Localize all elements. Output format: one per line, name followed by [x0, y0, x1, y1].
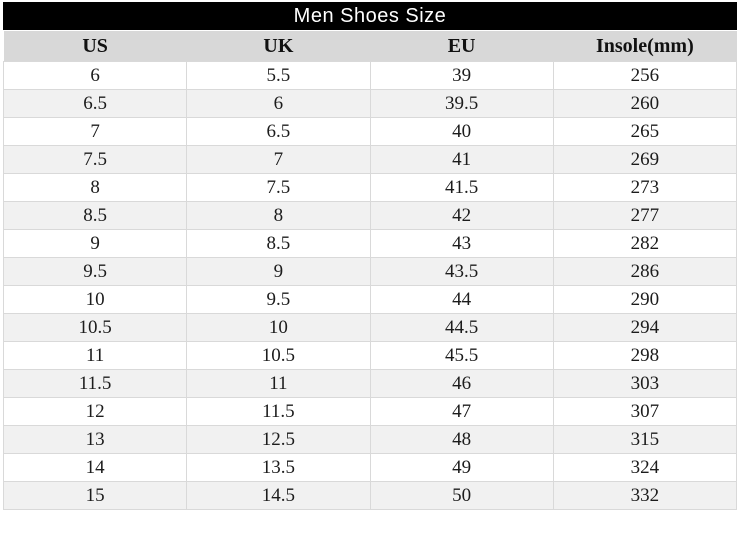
cell-uk: 6.5 — [186, 117, 371, 146]
column-header-eu: EU — [370, 31, 554, 62]
cell-uk: 7.5 — [186, 173, 371, 202]
cell-uk: 11.5 — [186, 397, 371, 426]
cell-uk: 9 — [186, 257, 371, 286]
cell-us: 9 — [2, 229, 188, 258]
cell-us: 8.5 — [2, 201, 188, 230]
cell-uk: 13.5 — [186, 453, 371, 482]
cell-us: 15 — [2, 481, 188, 510]
cell-us: 9.5 — [2, 257, 188, 286]
column-header-insole: Insole(mm) — [553, 31, 737, 62]
cell-insole: 277 — [552, 201, 738, 230]
table-row: 9 8.5 43 282 — [2, 229, 738, 258]
cell-eu: 49 — [369, 453, 554, 482]
cell-insole: 324 — [552, 453, 738, 482]
size-chart: Men Shoes Size US UK EU Insole(mm) 6 5.5 3… — [2, 2, 738, 510]
column-header-us: US — [3, 31, 187, 62]
cell-insole: 260 — [552, 89, 738, 118]
cell-insole: 269 — [552, 145, 738, 174]
cell-eu: 39 — [369, 61, 554, 90]
header-row: US UK EU Insole(mm) — [3, 31, 737, 62]
cell-uk: 7 — [186, 145, 371, 174]
cell-us: 7.5 — [2, 145, 188, 174]
cell-uk: 12.5 — [186, 425, 371, 454]
table-row: 10.5 10 44.5 294 — [2, 313, 738, 342]
cell-us: 10.5 — [2, 313, 188, 342]
cell-eu: 42 — [369, 201, 554, 230]
cell-eu: 43 — [369, 229, 554, 258]
cell-us: 11.5 — [2, 369, 188, 398]
cell-insole: 290 — [552, 285, 738, 314]
cell-us: 8 — [2, 173, 188, 202]
cell-insole: 294 — [552, 313, 738, 342]
cell-eu: 44.5 — [369, 313, 554, 342]
size-table-head: US UK EU Insole(mm) — [3, 31, 737, 62]
table-row: 14 13.5 49 324 — [2, 453, 738, 482]
cell-eu: 50 — [369, 481, 554, 510]
cell-us: 6.5 — [2, 89, 188, 118]
cell-us: 10 — [2, 285, 188, 314]
cell-insole: 315 — [552, 425, 738, 454]
cell-eu: 44 — [369, 285, 554, 314]
table-row: 13 12.5 48 315 — [2, 425, 738, 454]
size-table: US UK EU Insole(mm) 6 5.5 39 256 6.5 6 39.5 260… — [2, 31, 738, 510]
table-row: 6.5 6 39.5 260 — [2, 89, 738, 118]
table-row: 9.5 9 43.5 286 — [2, 257, 738, 286]
cell-eu: 47 — [369, 397, 554, 426]
table-row: 12 11.5 47 307 — [2, 397, 738, 426]
table-row: 8 7.5 41.5 273 — [2, 173, 738, 202]
cell-us: 14 — [2, 453, 188, 482]
cell-eu: 41.5 — [369, 173, 554, 202]
cell-us: 13 — [2, 425, 188, 454]
table-row: 11 10.5 45.5 298 — [2, 341, 738, 370]
cell-eu: 40 — [369, 117, 554, 146]
table-row: 15 14.5 50 332 — [2, 481, 738, 510]
column-header-uk: UK — [186, 31, 370, 62]
cell-uk: 14.5 — [186, 481, 371, 510]
table-row: 7.5 7 41 269 — [2, 145, 738, 174]
cell-us: 7 — [2, 117, 188, 146]
cell-insole: 332 — [552, 481, 738, 510]
cell-uk: 5.5 — [186, 61, 371, 90]
cell-eu: 45.5 — [369, 341, 554, 370]
cell-uk: 9.5 — [186, 285, 371, 314]
table-row: 7 6.5 40 265 — [2, 117, 738, 146]
cell-eu: 39.5 — [369, 89, 554, 118]
cell-eu: 46 — [369, 369, 554, 398]
cell-us: 12 — [2, 397, 188, 426]
cell-insole: 282 — [552, 229, 738, 258]
cell-uk: 8.5 — [186, 229, 371, 258]
size-table-body: 6 5.5 39 256 6.5 6 39.5 260 7 6.5 40 265 7.5 7 41 269 8 7… — [2, 61, 738, 510]
cell-eu: 41 — [369, 145, 554, 174]
cell-uk: 8 — [186, 201, 371, 230]
cell-insole: 273 — [552, 173, 738, 202]
cell-insole: 265 — [552, 117, 738, 146]
table-row: 6 5.5 39 256 — [2, 61, 738, 90]
cell-insole: 286 — [552, 257, 738, 286]
cell-insole: 303 — [552, 369, 738, 398]
cell-insole: 307 — [552, 397, 738, 426]
cell-uk: 10.5 — [186, 341, 371, 370]
cell-eu: 43.5 — [369, 257, 554, 286]
table-row: 11.5 11 46 303 — [2, 369, 738, 398]
cell-us: 11 — [2, 341, 188, 370]
cell-insole: 298 — [552, 341, 738, 370]
table-row: 8.5 8 42 277 — [2, 201, 738, 230]
cell-uk: 6 — [186, 89, 371, 118]
cell-us: 6 — [2, 61, 188, 90]
cell-uk: 11 — [186, 369, 371, 398]
cell-insole: 256 — [552, 61, 738, 90]
table-row: 10 9.5 44 290 — [2, 285, 738, 314]
cell-eu: 48 — [369, 425, 554, 454]
cell-uk: 10 — [186, 313, 371, 342]
chart-title: Men Shoes Size — [3, 2, 737, 30]
